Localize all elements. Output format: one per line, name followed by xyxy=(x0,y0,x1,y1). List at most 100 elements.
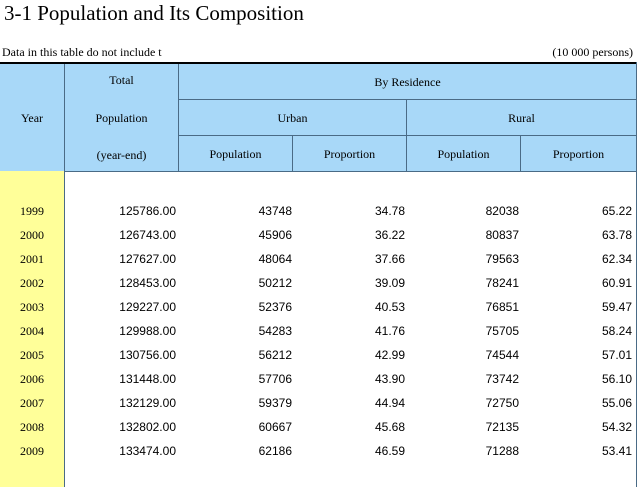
header-rural-proportion: Proportion xyxy=(521,136,636,171)
cell-total: 129227.00 xyxy=(119,300,176,314)
cell-rural-proportion: 60.91 xyxy=(601,276,632,290)
cell-urban-proportion: 45.68 xyxy=(374,420,405,434)
cell-urban-population: 54283 xyxy=(258,324,292,338)
grid-line xyxy=(520,136,521,171)
cell-urban-population: 52376 xyxy=(258,300,292,314)
cell-rural-population: 82038 xyxy=(485,204,519,218)
table-row: 2005 130756.00 56212 42.99 74544 57.01 xyxy=(0,343,636,367)
header-urban-label: Urban xyxy=(277,110,308,125)
cell-total: 126743.00 xyxy=(119,228,176,242)
cell-rural-population: 71288 xyxy=(485,444,519,458)
header-urban: Urban xyxy=(179,100,406,135)
cell-urban-population: 59379 xyxy=(258,396,292,410)
cell-total: 127627.00 xyxy=(119,252,176,266)
cell-rural-population: 79563 xyxy=(485,252,519,266)
table-top-border xyxy=(0,62,636,64)
cell-urban-proportion: 43.90 xyxy=(374,372,405,386)
table-right-border xyxy=(636,62,637,487)
cell-rural-proportion: 53.41 xyxy=(601,444,632,458)
cell-rural-population: 72135 xyxy=(485,420,519,434)
cell-urban-population: 60667 xyxy=(258,420,292,434)
grid-line xyxy=(178,64,179,171)
table-note: Data in this table do not include t xyxy=(2,45,162,59)
table-row: 1999 125786.00 43748 34.78 82038 65.22 xyxy=(0,199,636,223)
cell-urban-proportion: 42.99 xyxy=(374,348,405,362)
table-row: 2001 127627.00 48064 37.66 79563 62.34 xyxy=(0,247,636,271)
cell-year: 2000 xyxy=(20,228,44,242)
header-total-line2: Population xyxy=(95,110,148,125)
header-rural-population: Population xyxy=(407,136,520,171)
cell-total: 131448.00 xyxy=(119,372,176,386)
grid-line xyxy=(178,135,636,136)
header-by-residence: By Residence xyxy=(179,64,636,99)
table-row: 2007 132129.00 59379 44.94 72750 55.06 xyxy=(0,391,636,415)
table-row: 2003 129227.00 52376 40.53 76851 59.47 xyxy=(0,295,636,319)
cell-urban-proportion: 44.94 xyxy=(374,396,405,410)
cell-year: 2003 xyxy=(20,300,44,314)
cell-rural-proportion: 65.22 xyxy=(601,204,632,218)
cell-rural-proportion: 63.78 xyxy=(601,228,632,242)
cell-total: 130756.00 xyxy=(119,348,176,362)
cell-total: 129988.00 xyxy=(119,324,176,338)
cell-urban-proportion: 40.53 xyxy=(374,300,405,314)
cell-rural-population: 74544 xyxy=(485,348,519,362)
cell-year: 2009 xyxy=(20,444,44,458)
cell-total: 125786.00 xyxy=(119,204,176,218)
header-urban-population: Population xyxy=(179,136,292,171)
cell-total: 133474.00 xyxy=(119,444,176,458)
cell-year: 2001 xyxy=(20,252,44,266)
header-rural: Rural xyxy=(407,100,636,135)
cell-rural-population: 73742 xyxy=(485,372,519,386)
cell-year: 2006 xyxy=(20,372,44,386)
grid-line xyxy=(292,136,293,171)
cell-total: 132802.00 xyxy=(119,420,176,434)
cell-rural-proportion: 59.47 xyxy=(601,300,632,314)
year-column-background xyxy=(0,171,64,487)
cell-urban-population: 45906 xyxy=(258,228,292,242)
cell-rural-population: 75705 xyxy=(485,324,519,338)
cell-urban-population: 43748 xyxy=(258,204,292,218)
cell-urban-population: 56212 xyxy=(258,348,292,362)
header-year: Year xyxy=(0,64,64,171)
table-row: 2008 132802.00 60667 45.68 72135 54.32 xyxy=(0,415,636,439)
table-row: 2002 128453.00 50212 39.09 78241 60.91 xyxy=(0,271,636,295)
cell-rural-proportion: 56.10 xyxy=(601,372,632,386)
cell-urban-proportion: 46.59 xyxy=(374,444,405,458)
cell-urban-proportion: 34.78 xyxy=(374,204,405,218)
cell-year: 2002 xyxy=(20,276,44,290)
grid-line xyxy=(64,64,65,487)
grid-line xyxy=(178,99,636,100)
cell-urban-proportion: 37.66 xyxy=(374,252,405,266)
header-total-line1: Total xyxy=(109,73,134,87)
header-urban-population-label: Population xyxy=(209,146,262,161)
cell-rural-population: 72750 xyxy=(485,396,519,410)
header-by-residence-label: By Residence xyxy=(374,74,441,89)
header-total: Total Population (year-end) xyxy=(65,64,178,171)
cell-urban-population: 48064 xyxy=(258,252,292,266)
cell-urban-proportion: 39.09 xyxy=(374,276,405,290)
unit-label: (10 000 persons) xyxy=(552,45,633,59)
cell-rural-population: 76851 xyxy=(485,300,519,314)
cell-rural-proportion: 62.34 xyxy=(601,252,632,266)
cell-urban-proportion: 41.76 xyxy=(374,324,405,338)
cell-year: 2008 xyxy=(20,420,44,434)
table-row: 2006 131448.00 57706 43.90 73742 56.10 xyxy=(0,367,636,391)
header-rural-label: Rural xyxy=(508,110,535,125)
cell-total: 132129.00 xyxy=(119,396,176,410)
cell-rural-proportion: 58.24 xyxy=(601,324,632,338)
cell-rural-proportion: 57.01 xyxy=(601,348,632,362)
cell-rural-proportion: 55.06 xyxy=(601,396,632,410)
cell-urban-population: 50212 xyxy=(258,276,292,290)
cell-urban-population: 62186 xyxy=(258,444,292,458)
cell-rural-population: 78241 xyxy=(485,276,519,290)
cell-year: 2004 xyxy=(20,324,44,338)
header-urban-proportion-label: Proportion xyxy=(323,146,376,161)
header-urban-proportion: Proportion xyxy=(293,136,406,171)
cell-year: 1999 xyxy=(20,204,44,218)
page-title: 3-1 Population and Its Composition xyxy=(4,1,304,25)
table-row: 2000 126743.00 45906 36.22 80837 63.78 xyxy=(0,223,636,247)
table-row: 2009 133474.00 62186 46.59 71288 53.41 xyxy=(0,439,636,463)
cell-year: 2005 xyxy=(20,348,44,362)
header-rural-proportion-label: Proportion xyxy=(552,146,605,161)
header-rural-population-label: Population xyxy=(437,146,490,161)
